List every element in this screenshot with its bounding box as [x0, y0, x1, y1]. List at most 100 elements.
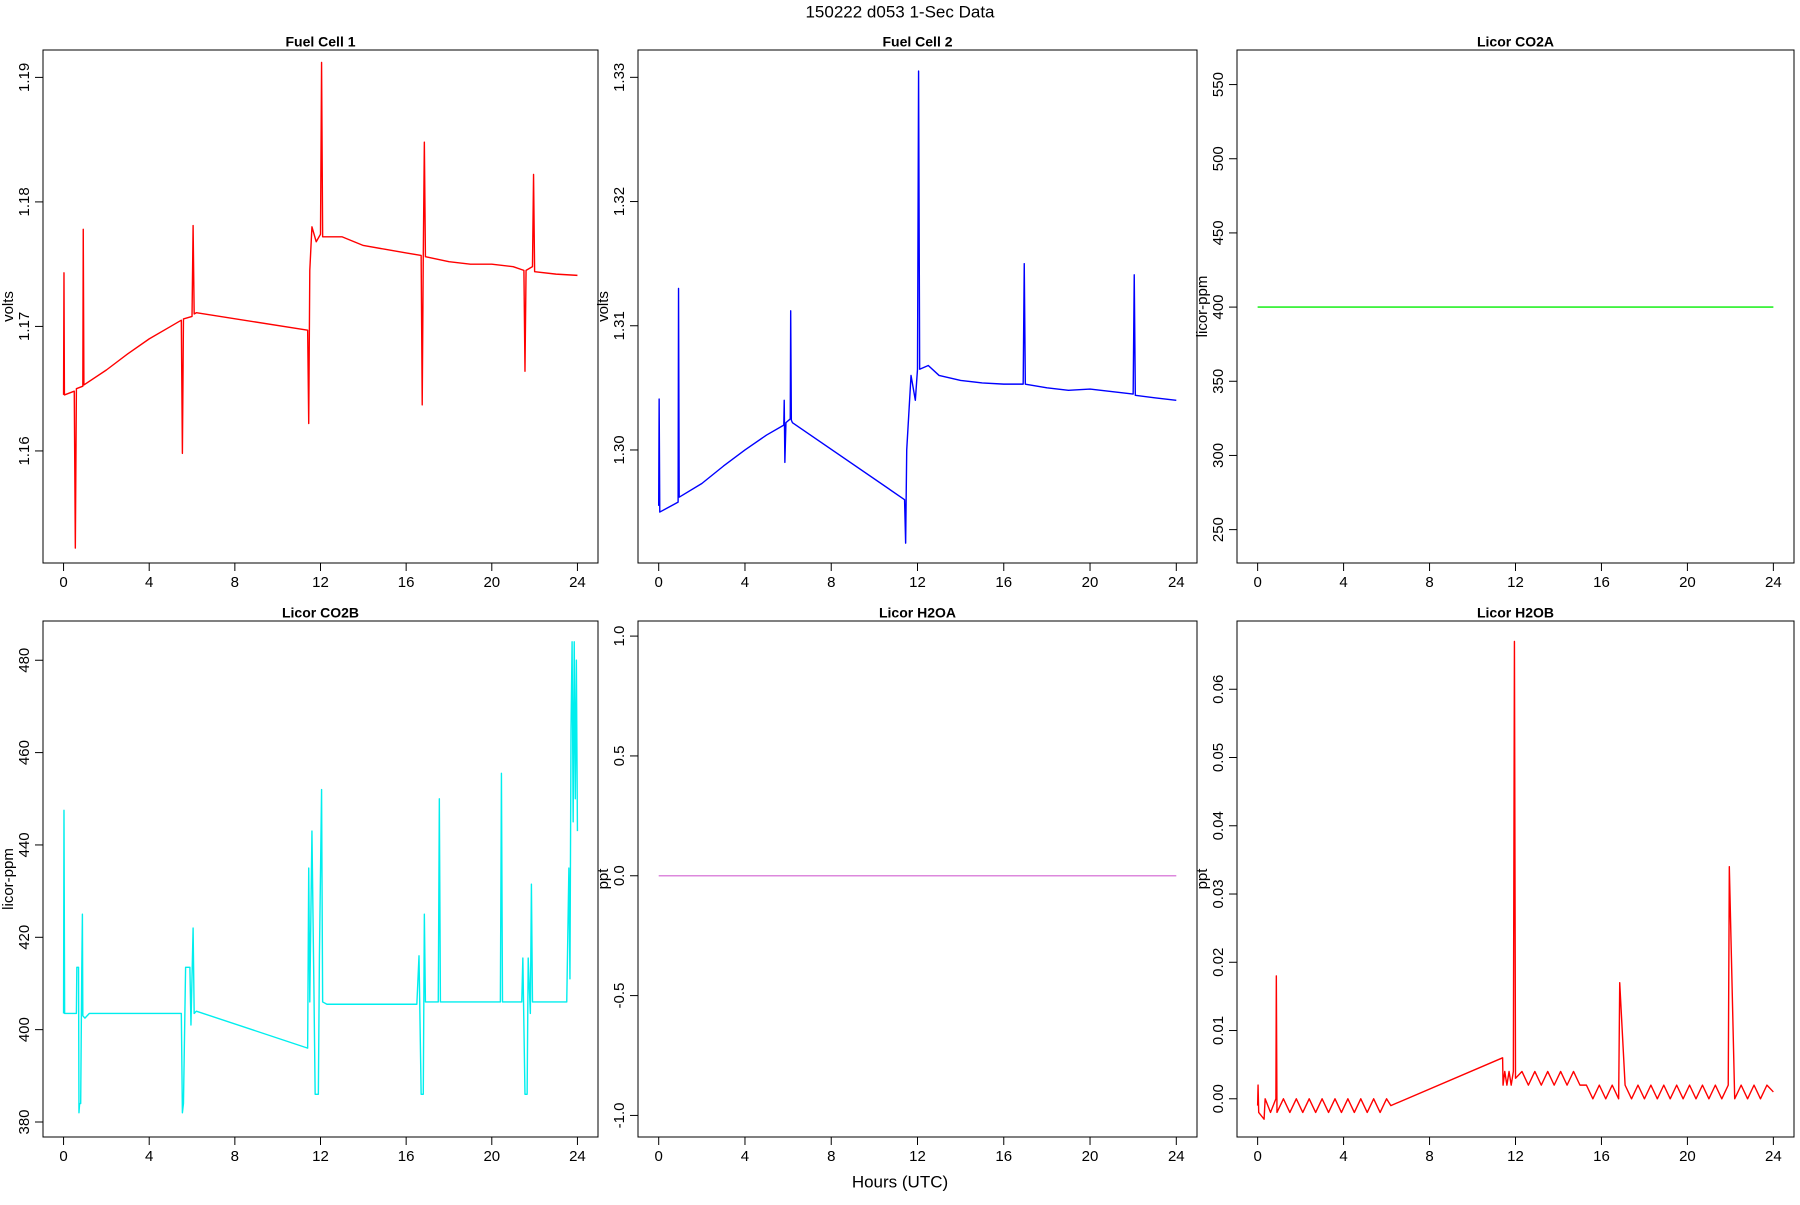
chart-title: Fuel Cell 2: [882, 34, 952, 50]
x-tick-label: 4: [145, 1148, 153, 1165]
x-tick-label: 16: [398, 574, 415, 591]
data-line: [1256, 640, 1774, 1120]
x-tick-label: 24: [569, 574, 586, 591]
figure-title: 150222 d053 1-Sec Data: [805, 2, 995, 21]
y-axis-label: volts: [595, 291, 612, 322]
y-tick-label: 250: [1210, 517, 1227, 542]
y-tick-label: 300: [1210, 443, 1227, 468]
x-tick-label: 0: [1253, 574, 1261, 591]
y-tick-label: 440: [16, 832, 33, 857]
x-tick-label: 20: [1082, 1148, 1099, 1165]
x-tick-label: 0: [655, 1148, 663, 1165]
y-axis-label: ppt: [1194, 868, 1211, 890]
y-tick-label: -0.5: [611, 983, 628, 1009]
x-tick-label: 12: [312, 1148, 329, 1165]
x-tick-label: 4: [145, 574, 153, 591]
y-tick-label: 460: [16, 740, 33, 765]
x-tick-label: 20: [1679, 1148, 1696, 1165]
x-tick-label: 16: [1593, 1148, 1610, 1165]
x-axis-label: Hours (UTC): [852, 1172, 948, 1191]
chart-title: Licor H2OB: [1477, 605, 1554, 621]
chart-title: Licor CO2A: [1477, 34, 1554, 50]
x-tick-label: 0: [59, 574, 67, 591]
data-line: [658, 70, 1177, 544]
x-tick-label: 0: [59, 1148, 67, 1165]
y-tick-label: 1.33: [611, 63, 628, 92]
chart-title: Licor CO2B: [282, 605, 359, 621]
y-axis-label: volts: [0, 291, 17, 322]
x-tick-label: 0: [655, 574, 663, 591]
y-tick-label: 420: [16, 925, 33, 950]
y-tick-label: 1.32: [611, 187, 628, 216]
y-tick-label: 0.06: [1210, 675, 1227, 704]
y-tick-label: 550: [1210, 72, 1227, 97]
y-tick-label: 0.0: [611, 865, 628, 886]
x-tick-label: 8: [231, 1148, 239, 1165]
y-tick-label: 1.17: [16, 312, 33, 341]
x-tick-label: 8: [1425, 574, 1433, 591]
y-tick-label: 0.05: [1210, 743, 1227, 772]
y-axis-label: licor-ppm: [0, 848, 17, 910]
x-tick-label: 0: [1253, 1148, 1261, 1165]
plot-frame: [42, 49, 599, 564]
x-tick-label: 24: [569, 1148, 586, 1165]
y-tick-label: 400: [16, 1017, 33, 1042]
y-tick-label: 1.16: [16, 436, 33, 465]
x-tick-label: 20: [483, 1148, 500, 1165]
x-tick-label: 20: [483, 574, 500, 591]
x-tick-label: 12: [909, 574, 926, 591]
y-tick-label: 480: [16, 648, 33, 673]
y-tick-label: 1.31: [611, 311, 628, 340]
y-tick-label: 380: [16, 1109, 33, 1134]
x-tick-label: 24: [1765, 1148, 1782, 1165]
y-tick-label: 0.00: [1210, 1084, 1227, 1113]
x-tick-label: 4: [1339, 574, 1347, 591]
y-tick-label: 0.04: [1210, 811, 1227, 840]
x-tick-label: 16: [1593, 574, 1610, 591]
y-tick-label: 1.0: [611, 626, 628, 647]
plot-frame: [42, 620, 599, 1138]
x-tick-label: 24: [1168, 574, 1185, 591]
x-tick-label: 16: [995, 574, 1012, 591]
x-tick-label: 8: [1425, 1148, 1433, 1165]
y-tick-label: 0.02: [1210, 948, 1227, 977]
x-tick-label: 16: [995, 1148, 1012, 1165]
y-tick-label: 1.19: [16, 63, 33, 92]
x-tick-label: 12: [909, 1148, 926, 1165]
x-tick-label: 8: [827, 574, 835, 591]
y-tick-label: 0.03: [1210, 879, 1227, 908]
x-tick-label: 12: [1507, 574, 1524, 591]
y-tick-label: 500: [1210, 146, 1227, 171]
y-tick-label: 450: [1210, 220, 1227, 245]
y-axis-label: licor-ppm: [1194, 276, 1211, 338]
plot-frame: [1236, 49, 1795, 564]
plot-frame: [637, 49, 1198, 564]
plot-frame: [1236, 620, 1795, 1138]
x-tick-label: 16: [398, 1148, 415, 1165]
y-tick-label: 1.18: [16, 187, 33, 216]
x-tick-label: 8: [231, 574, 239, 591]
chart-title: Fuel Cell 1: [285, 34, 355, 50]
data-line: [62, 61, 578, 549]
y-tick-label: 400: [1210, 295, 1227, 320]
y-axis-label: ppt: [595, 868, 612, 890]
x-tick-label: 20: [1082, 574, 1099, 591]
x-tick-label: 4: [1339, 1148, 1347, 1165]
y-tick-label: -1.0: [611, 1103, 628, 1129]
data-line: [62, 641, 579, 1114]
x-tick-label: 12: [1507, 1148, 1524, 1165]
x-tick-label: 12: [312, 574, 329, 591]
plot-frame: [637, 620, 1198, 1138]
y-tick-label: 1.30: [611, 435, 628, 464]
y-tick-label: 0.5: [611, 746, 628, 767]
x-tick-label: 8: [827, 1148, 835, 1165]
x-tick-label: 20: [1679, 574, 1696, 591]
x-tick-label: 4: [741, 574, 749, 591]
x-tick-label: 24: [1168, 1148, 1185, 1165]
chart-title: Licor H2OA: [879, 605, 956, 621]
x-tick-label: 24: [1765, 574, 1782, 591]
y-tick-label: 350: [1210, 369, 1227, 394]
y-tick-label: 0.01: [1210, 1016, 1227, 1045]
